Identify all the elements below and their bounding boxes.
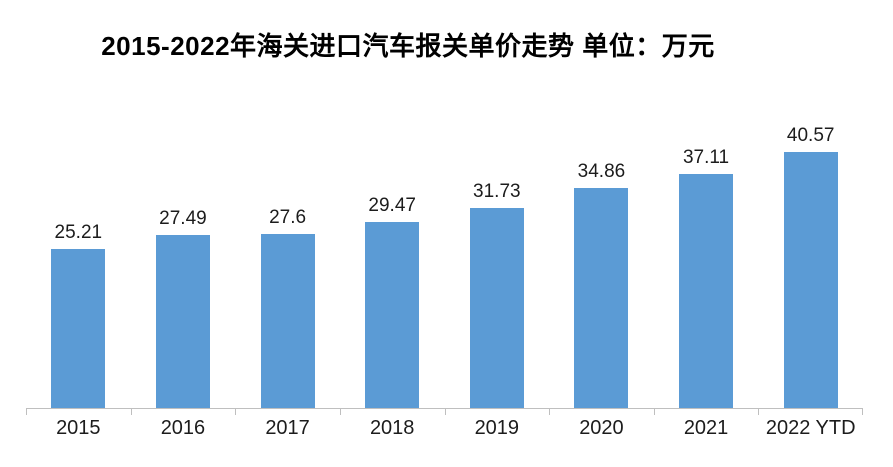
x-axis-label: 2022 YTD: [765, 417, 856, 439]
x-axis-label: 2019: [474, 417, 520, 439]
x-axis-tick: [654, 408, 655, 415]
x-axis-tick: [340, 408, 341, 415]
bar-group: 40.57: [758, 80, 863, 408]
x-axis-label: 2016: [160, 417, 206, 439]
bar-group: 27.6: [235, 80, 340, 408]
x-axis-label: 2021: [683, 417, 729, 439]
bar-value-label: 34.86: [577, 161, 626, 182]
bar: [365, 222, 420, 408]
x-axis-tick: [26, 408, 27, 415]
bar-value-label: 27.49: [159, 208, 207, 229]
x-axis-line: [26, 408, 863, 409]
bar-value-label: 27.6: [269, 207, 307, 228]
bar-value-label: 25.21: [54, 222, 103, 243]
x-axis-tick: [862, 408, 863, 415]
x-axis-label: 2015: [56, 417, 101, 439]
plot-area: 25.21 27.49 27.6 29.47 31.73 34.86 37.11 40.57: [26, 80, 863, 408]
bar: [574, 188, 629, 408]
bar-group: 25.21: [26, 80, 131, 408]
bar-group: 31.73: [445, 80, 550, 408]
bar-value-label: 37.11: [682, 147, 730, 168]
x-axis-tick: [445, 408, 446, 415]
bar-group: 34.86: [549, 80, 654, 408]
x-axis-tick: [131, 408, 132, 415]
bar: [51, 249, 106, 408]
x-axis-tick: [549, 408, 550, 415]
bar: [260, 234, 315, 408]
bar-group: 27.49: [131, 80, 236, 408]
x-axis-label: 2018: [369, 417, 415, 439]
bar-group: 37.11: [654, 80, 759, 408]
bar: [679, 174, 734, 408]
bar: [783, 152, 838, 408]
x-axis-tick: [235, 408, 236, 415]
x-axis-label: 2020: [579, 417, 624, 439]
x-axis-label: 2017: [265, 417, 310, 439]
bar: [155, 235, 210, 408]
bar-group: 29.47: [340, 80, 445, 408]
bar: [469, 208, 524, 408]
bar-value-label: 40.57: [786, 125, 835, 146]
x-axis-tick: [758, 408, 759, 415]
chart-title: 2015-2022年海关进口汽车报关单价走势 单位：万元: [101, 31, 715, 61]
bar-value-label: 31.73: [473, 181, 521, 202]
bar-value-label: 29.47: [368, 195, 416, 216]
